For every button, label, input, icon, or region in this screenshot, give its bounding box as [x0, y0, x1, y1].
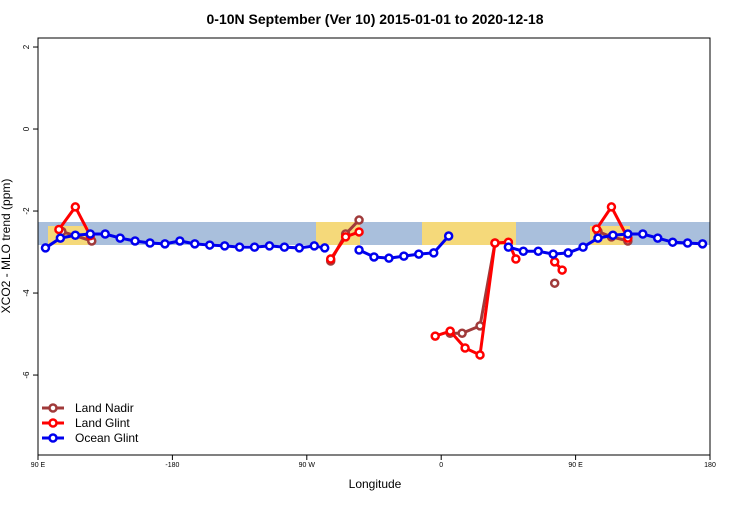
x-tick-label: 90 W [299, 462, 316, 469]
point [399, 251, 409, 261]
point [40, 243, 51, 253]
legend-marker [48, 403, 58, 413]
plot-frame [37, 37, 711, 456]
point [70, 230, 81, 240]
point [354, 245, 364, 255]
point [85, 229, 96, 239]
point [115, 233, 125, 243]
point [219, 241, 230, 251]
point [682, 238, 693, 248]
point [557, 265, 567, 275]
x-axis-label: Longitude [349, 477, 402, 491]
point [70, 202, 81, 212]
y-tick-label: -4 [22, 289, 31, 297]
point [354, 215, 364, 225]
point [548, 249, 558, 259]
point [503, 242, 514, 252]
x-tick-label: -180 [165, 462, 179, 469]
legend-marker [48, 418, 58, 428]
point [100, 229, 110, 239]
point [549, 278, 560, 288]
point [606, 202, 617, 212]
point [54, 224, 64, 235]
point [638, 229, 648, 239]
legend-marker [48, 433, 58, 443]
point [652, 233, 663, 243]
y-tick-label: -2 [22, 207, 31, 215]
legend-label: Land Nadir [75, 401, 134, 415]
x-tick-label: 90 E [568, 462, 583, 469]
point [457, 328, 467, 338]
point [623, 229, 633, 239]
point [414, 249, 424, 259]
point [475, 350, 485, 360]
point [593, 233, 603, 243]
x-tick-label: 180 [704, 462, 716, 469]
point [490, 238, 500, 248]
point [608, 230, 618, 240]
point [145, 238, 155, 248]
point [518, 246, 529, 256]
point [443, 231, 454, 241]
point [428, 248, 439, 258]
y-axis-label: XCO2 - MLO trend (ppm) [0, 179, 13, 314]
x-tick-label: 90 E [31, 462, 46, 469]
point [294, 243, 305, 253]
legend-label: Land Glint [75, 416, 130, 430]
point [160, 239, 170, 249]
point [204, 240, 215, 250]
point [384, 253, 394, 263]
point [445, 326, 455, 336]
y-tick-label: -6 [22, 371, 31, 379]
point [460, 343, 470, 353]
point [249, 242, 260, 252]
point [190, 239, 200, 249]
point [563, 248, 573, 258]
point [354, 227, 364, 237]
x-tick-label: 0 [439, 462, 443, 469]
point [697, 239, 708, 249]
point [279, 242, 290, 252]
point [578, 242, 588, 252]
point [369, 252, 379, 262]
point [430, 331, 440, 341]
point [319, 243, 330, 253]
point [175, 236, 185, 246]
point [55, 233, 66, 243]
point [511, 254, 521, 264]
point [325, 254, 336, 264]
point [309, 241, 320, 251]
legend-label: Ocean Glint [75, 431, 139, 445]
point [533, 246, 544, 256]
point [130, 236, 140, 246]
point [340, 232, 351, 242]
y-tick-label: 0 [22, 126, 31, 131]
point [234, 242, 245, 252]
y-tick-label: 2 [22, 44, 31, 49]
point [591, 224, 602, 234]
point [549, 257, 560, 267]
chart-title: 0-10N September (Ver 10) 2015-01-01 to 2… [207, 11, 544, 27]
point [264, 241, 275, 251]
point [667, 237, 678, 247]
